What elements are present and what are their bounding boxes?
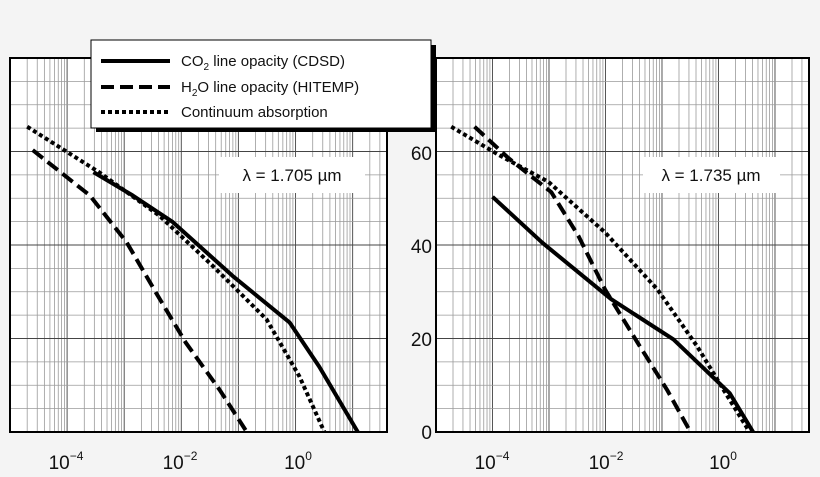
x-tick-label: 10−2 (163, 449, 198, 474)
series-line-dashed (31, 148, 249, 434)
plot-frame (435, 57, 810, 433)
wavelength-label-left: λ = 1.705 µm (242, 166, 341, 185)
annotation-right: λ = 1.735 µm (643, 157, 780, 193)
x-tick-label: 100 (709, 449, 737, 474)
legend-label-h2o: H2O line opacity (HITEMP) (181, 79, 359, 99)
series-line-dotted (450, 124, 752, 434)
x-ticks-left: 10−4 10−2 100 (49, 449, 313, 474)
y-tick-label: 40 (411, 237, 432, 258)
series-line-dashed (473, 125, 693, 433)
y-ticks-right: 0 20 40 60 (411, 144, 432, 444)
x-tick-label: 10−4 (475, 449, 510, 474)
legend-label-continuum: Continuum absorption (181, 104, 328, 121)
series-line-dotted (26, 125, 327, 433)
wavelength-label-right: λ = 1.735 µm (661, 166, 760, 185)
x-tick-label: 10−2 (589, 449, 624, 474)
x-tick-label: 10−4 (49, 449, 84, 474)
y-tick-label: 60 (411, 144, 432, 165)
y-tick-label: 20 (411, 330, 432, 351)
x-ticks-right: 10−4 10−2 100 (475, 449, 738, 474)
series-line-solid (491, 195, 755, 434)
legend: CO2 line opacity (CDSD) H2O line opacity… (90, 39, 436, 132)
x-tick-label: 100 (284, 449, 312, 474)
annotation-left: λ = 1.705 µm (219, 157, 365, 193)
y-tick-label: 0 (421, 423, 432, 444)
panel-right (435, 57, 810, 434)
series-line-solid (92, 170, 360, 434)
legend-label-co2: CO2 line opacity (CDSD) (181, 53, 345, 73)
